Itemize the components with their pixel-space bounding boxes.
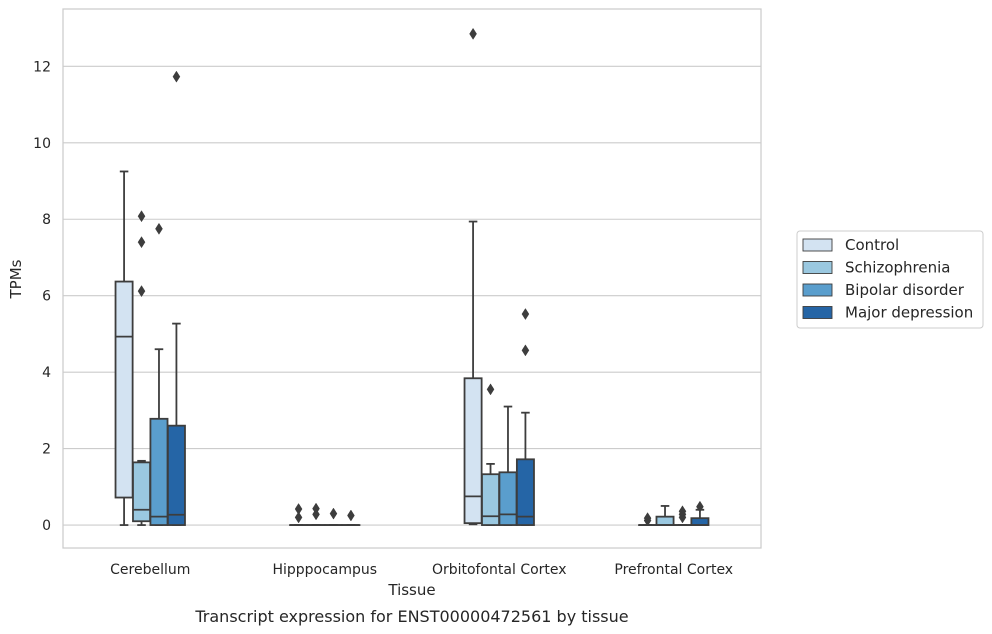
outlier-point xyxy=(155,222,163,235)
outlier-point xyxy=(137,210,146,223)
y-axis-title: TPMs xyxy=(7,259,25,299)
y-tick-label: 10 xyxy=(33,136,51,152)
x-axis-title: Tissue xyxy=(387,581,435,599)
y-axis-ticks: 0 2 4 6 8 10 12 xyxy=(33,59,51,534)
box-body xyxy=(132,461,151,523)
y-tick-label: 8 xyxy=(42,212,51,228)
legend-swatch xyxy=(802,261,833,274)
chart-caption: Transcript expression for ENST0000047256… xyxy=(194,607,628,626)
box-1-1 xyxy=(306,502,326,526)
box-body xyxy=(498,471,518,526)
box-0-3 xyxy=(166,70,186,526)
outlier-point xyxy=(486,383,495,396)
box-3-3 xyxy=(690,500,710,526)
outlier-point xyxy=(678,505,687,518)
outlier-point xyxy=(137,285,146,298)
x-axis-ticks: Cerebellum Hipppocampus Orbitofontal Corte… xyxy=(110,562,733,578)
box-body xyxy=(114,280,134,499)
legend-swatch xyxy=(802,238,833,252)
legend-label: Bipolar disorder xyxy=(845,281,965,299)
outlier-point xyxy=(469,27,477,40)
box-0-2 xyxy=(149,222,169,526)
box-2-2 xyxy=(498,405,518,526)
x-tick-label: Cerebellum xyxy=(110,562,190,578)
box-body xyxy=(463,377,483,525)
box-body xyxy=(481,473,500,526)
box-body xyxy=(515,458,535,526)
x-tick-label: Orbitofontal Cortex xyxy=(432,562,567,578)
legend-swatch xyxy=(802,283,833,297)
box-0-0 xyxy=(114,170,134,526)
outlier-point xyxy=(643,512,652,525)
outlier-point xyxy=(347,509,355,522)
y-tick-label: 6 xyxy=(42,289,51,305)
legend: Control Schizophrenia Bipolar disorder Majo… xyxy=(796,230,984,329)
x-tick-label: Prefrontal Cortex xyxy=(614,562,733,578)
outlier-point xyxy=(312,502,320,515)
y-tick-label: 2 xyxy=(42,442,51,458)
box-groups xyxy=(114,27,710,527)
x-tick-label: Hipppocampus xyxy=(272,562,377,578)
box-body xyxy=(655,515,675,526)
legend-label: Control xyxy=(845,236,899,254)
legend-frame xyxy=(796,230,984,329)
legend-label: Schizophrenia xyxy=(845,259,950,277)
outlier-point xyxy=(329,507,338,520)
outlier-point xyxy=(137,236,146,249)
box-2-3 xyxy=(515,308,535,526)
plot-frame xyxy=(62,8,762,549)
box-3-0 xyxy=(638,512,658,527)
outlier-point xyxy=(294,503,303,515)
outlier-point xyxy=(696,500,704,513)
box-body xyxy=(690,517,710,526)
legend-label: Major depression xyxy=(845,304,973,322)
box-1-0 xyxy=(289,503,309,526)
outlier-point xyxy=(521,308,530,321)
outlier-point xyxy=(172,70,181,83)
box-3-1 xyxy=(655,505,675,526)
outlier-point xyxy=(294,511,303,524)
y-tick-label: 0 xyxy=(42,518,51,534)
box-2-0 xyxy=(463,27,483,526)
y-tick-label: 12 xyxy=(33,59,51,75)
legend-swatch xyxy=(802,306,833,319)
box-1-3 xyxy=(341,509,361,526)
box-body xyxy=(149,417,169,526)
box-1-2 xyxy=(324,507,343,526)
box-0-1 xyxy=(132,210,151,526)
box-body xyxy=(166,424,186,526)
outlier-point xyxy=(521,344,530,357)
y-tick-label: 4 xyxy=(42,365,51,381)
